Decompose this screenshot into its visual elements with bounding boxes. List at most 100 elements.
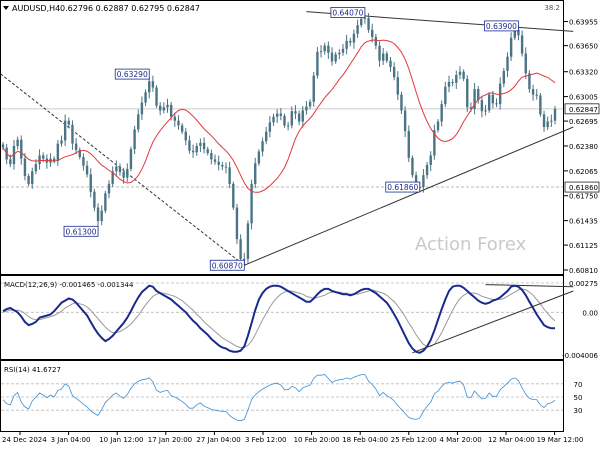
macd-trendline xyxy=(485,284,574,288)
swing-label: 0.61860 xyxy=(387,183,418,192)
candle-body xyxy=(491,94,495,104)
candle-body xyxy=(20,139,23,159)
swing-label: 0.60870 xyxy=(212,261,243,270)
candle-body xyxy=(319,51,323,53)
swing-label-box xyxy=(484,20,519,32)
candle-body xyxy=(327,45,330,53)
header-indicator-value: 38.2 xyxy=(544,4,560,12)
candle-body xyxy=(221,164,224,167)
candle-body xyxy=(535,94,538,96)
candle-body xyxy=(96,207,100,222)
time-axis-label: 17 Jan 20:00 xyxy=(148,436,192,444)
candle-body xyxy=(151,81,155,88)
candle-body xyxy=(334,54,337,62)
price-axis-label: 0.62065 xyxy=(569,168,598,176)
candle-body xyxy=(458,71,462,75)
candle-body xyxy=(400,94,403,111)
swing-label: 0.61300 xyxy=(66,227,97,236)
candle-body xyxy=(166,104,169,108)
macd-axis-label: 0.00 xyxy=(582,309,598,317)
candle-body xyxy=(93,191,96,208)
candle-body xyxy=(513,29,516,38)
macd-line xyxy=(2,284,555,354)
candle-body xyxy=(487,94,491,111)
candle-body xyxy=(425,164,429,176)
candle-body xyxy=(111,171,114,184)
candle-body xyxy=(56,143,60,161)
candle-body xyxy=(451,81,454,83)
price-axis-label: 0.63005 xyxy=(569,94,598,102)
candle-body xyxy=(367,18,370,30)
collapse-triangle-icon[interactable] xyxy=(3,6,9,10)
label-layer: 0.63290 0.61300 0.60870 0.64070 0.61860 0.639… xyxy=(63,7,519,271)
support-level-box xyxy=(564,181,600,193)
candle-body xyxy=(275,113,279,117)
candle-body xyxy=(42,155,45,159)
candle-body xyxy=(469,107,473,109)
macd-panel-frame xyxy=(0,275,564,360)
right-axis-strip xyxy=(564,0,600,432)
candle-body xyxy=(279,113,283,116)
swing-label-box xyxy=(330,7,366,18)
time-axis-label: 24 Dec 2024 xyxy=(2,436,47,444)
candle-body xyxy=(228,167,231,184)
candle-body xyxy=(363,18,367,19)
price-axis-label: 0.61125 xyxy=(569,242,598,250)
swing-label-box xyxy=(63,225,99,237)
candle-body xyxy=(341,48,345,53)
candle-body xyxy=(85,165,89,175)
candle-body xyxy=(473,89,476,109)
candle-body xyxy=(447,81,451,87)
candle-body xyxy=(433,130,436,156)
candle-body xyxy=(283,115,286,126)
price-axis-label: 0.61750 xyxy=(569,193,598,201)
candle-body xyxy=(89,174,92,192)
candle-body xyxy=(239,239,242,259)
candle-body xyxy=(126,168,129,178)
candle-body xyxy=(539,95,542,115)
candle-body xyxy=(52,158,56,161)
time-axis-label: 4 Mar 20:00 xyxy=(439,436,481,444)
candle-body xyxy=(385,53,389,61)
candle-body xyxy=(352,33,356,43)
candle-body xyxy=(107,183,111,194)
candle-body xyxy=(27,175,30,184)
candle-body xyxy=(158,105,162,111)
macd-signal-line xyxy=(2,288,556,348)
candle-body xyxy=(546,121,549,128)
candle-body xyxy=(531,89,535,95)
swing-label-box xyxy=(385,181,421,193)
time-axis-label: 25 Feb 12:00 xyxy=(391,436,437,444)
candle-body xyxy=(305,106,308,111)
candle-body xyxy=(232,183,235,208)
candle-body xyxy=(82,157,85,166)
candle-body xyxy=(140,102,144,115)
swing-label-box xyxy=(209,259,245,271)
candle-body xyxy=(396,77,400,95)
candle-body xyxy=(542,114,546,128)
chart-symbol: AUDUSD,H4 xyxy=(12,4,60,13)
macd-layer xyxy=(2,284,574,354)
watermark: Action Forex xyxy=(415,234,527,255)
time-axis-label: 18 Feb 04:00 xyxy=(342,436,388,444)
price-axis-label: 0.60810 xyxy=(569,267,598,275)
time-axis-label: 12 Mar 04:00 xyxy=(488,436,535,444)
candle-body xyxy=(524,53,527,74)
candle-body xyxy=(297,113,301,122)
candle-body xyxy=(495,103,498,105)
candle-body xyxy=(100,210,103,222)
candle-body xyxy=(210,153,213,160)
price-axis-label: 0.63320 xyxy=(569,69,598,77)
rsi-layer xyxy=(2,374,556,422)
candle-body xyxy=(484,110,487,112)
candle-body xyxy=(148,81,151,93)
candle-body xyxy=(243,258,246,260)
candle-body xyxy=(118,166,122,173)
price-trendline xyxy=(244,126,574,266)
candle-body xyxy=(422,175,425,188)
candle-body xyxy=(254,163,257,184)
candle-body xyxy=(407,130,410,158)
candle-body xyxy=(444,86,447,105)
